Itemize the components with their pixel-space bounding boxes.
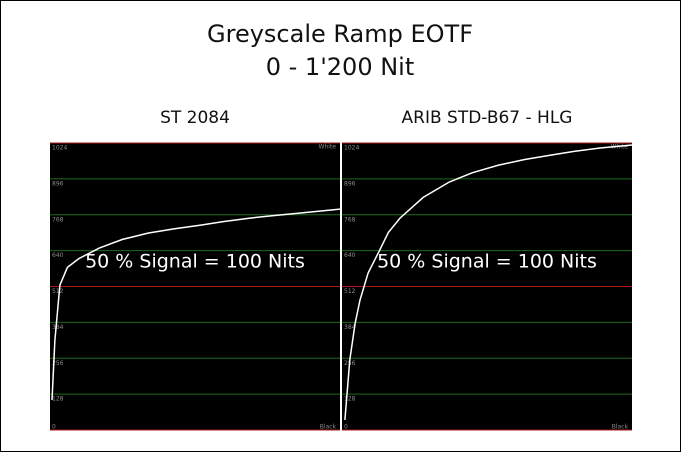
y-tick-label: 512 bbox=[52, 288, 64, 295]
y-tick-label: 640 bbox=[344, 252, 356, 259]
curve bbox=[344, 144, 633, 420]
y-tick-label: 384 bbox=[344, 324, 356, 331]
bottom-label: Black bbox=[320, 424, 337, 431]
curve bbox=[51, 208, 341, 401]
y-tick-label: 896 bbox=[344, 180, 356, 187]
y-tick-label: 128 bbox=[344, 396, 356, 403]
top-label: White bbox=[611, 144, 629, 151]
y-tick-label: 768 bbox=[344, 216, 356, 223]
y-tick-label: 256 bbox=[52, 360, 64, 367]
page-subtitle: 0 - 1'200 Nit bbox=[266, 53, 415, 81]
y-tick-label: 1024 bbox=[52, 145, 67, 152]
y-tick-label: 512 bbox=[344, 288, 356, 295]
chart-title: ST 2084 bbox=[160, 108, 230, 128]
y-tick-label: 640 bbox=[52, 252, 64, 259]
y-tick-label: 0 bbox=[52, 424, 56, 431]
y-tick-label: 0 bbox=[344, 424, 348, 431]
y-tick-label: 1024 bbox=[344, 145, 359, 152]
bottom-label: Black bbox=[612, 424, 629, 431]
y-tick-label: 896 bbox=[52, 180, 64, 187]
annotation: 50 % Signal = 100 Nits bbox=[85, 251, 305, 273]
top-label: White bbox=[319, 144, 337, 151]
page-title: Greyscale Ramp EOTF bbox=[207, 20, 473, 48]
chart-title: ARIB STD-B67 - HLG bbox=[402, 108, 573, 128]
y-tick-label: 768 bbox=[52, 216, 64, 223]
y-tick-label: 128 bbox=[52, 396, 64, 403]
annotation: 50 % Signal = 100 Nits bbox=[377, 251, 597, 273]
y-tick-label: 384 bbox=[52, 324, 64, 331]
